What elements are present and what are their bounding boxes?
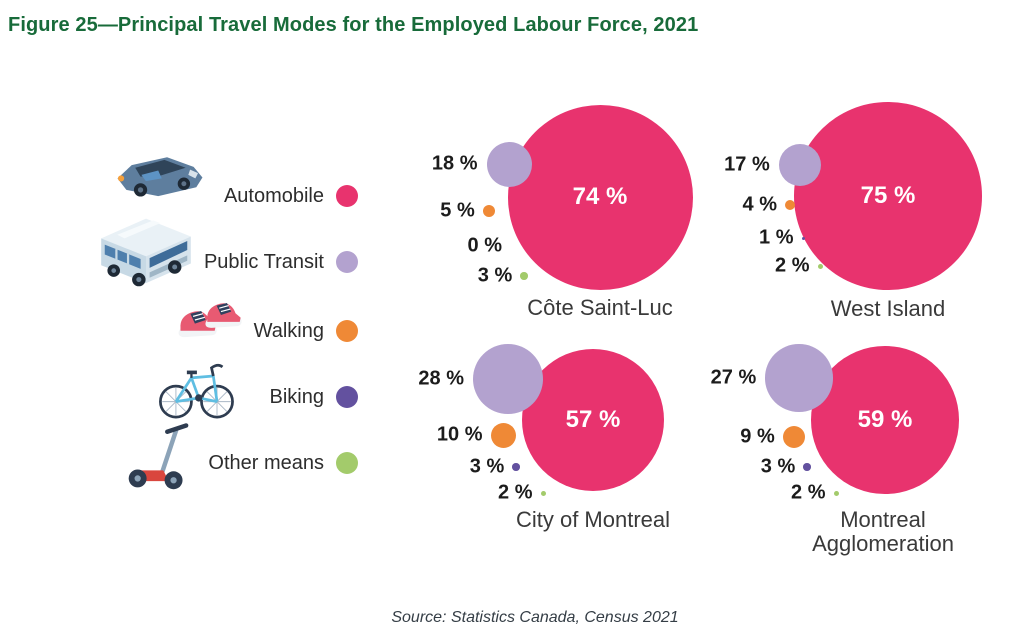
pct-label-other-means: 3 % bbox=[477, 264, 513, 287]
legend-dot bbox=[336, 251, 358, 273]
dot-walking bbox=[482, 204, 496, 218]
legend-item-label: Other means bbox=[208, 452, 324, 474]
legend-item-label: Walking bbox=[253, 320, 324, 342]
bicycle-icon bbox=[159, 363, 234, 419]
scooter-icon bbox=[128, 423, 189, 490]
dot-other-means bbox=[817, 263, 823, 269]
legend-item-label: Automobile bbox=[223, 185, 324, 207]
pct-label-biking: 3 % bbox=[469, 455, 505, 478]
pct-label-public-transit: 18 % bbox=[431, 152, 478, 175]
legend-dot bbox=[336, 185, 358, 207]
dot-biking bbox=[803, 463, 811, 471]
legend-item-label: Public Transit bbox=[203, 251, 324, 273]
region-label: Côte Saint-Luc bbox=[527, 295, 673, 320]
sneakers-icon bbox=[178, 302, 243, 338]
dot-walking bbox=[782, 425, 806, 449]
dot-walking bbox=[490, 422, 516, 448]
bubble-value-label: 74 % bbox=[572, 183, 628, 210]
legend-item-label: Biking bbox=[269, 386, 324, 408]
pct-label-walking: 9 % bbox=[740, 425, 775, 448]
bubble-automobile: 74 % bbox=[507, 104, 693, 290]
pct-label-walking: 4 % bbox=[742, 193, 777, 216]
car-icon bbox=[117, 157, 203, 197]
pct-label-other-means: 2 % bbox=[775, 254, 810, 277]
pct-label-other-means: 2 % bbox=[498, 481, 533, 504]
bus-icon bbox=[101, 218, 191, 287]
dot-biking bbox=[801, 236, 805, 240]
pct-label-biking: 3 % bbox=[760, 455, 796, 478]
bubble-public-transit bbox=[473, 344, 543, 414]
dot-walking bbox=[785, 200, 795, 210]
region-label: City of Montreal bbox=[515, 507, 671, 532]
pct-label-public-transit: 28 % bbox=[418, 367, 464, 390]
legend-dot bbox=[336, 452, 358, 474]
pct-label-public-transit: 27 % bbox=[710, 366, 757, 389]
bubble-value-label: 75 % bbox=[860, 182, 916, 209]
bubble-automobile: 75 % bbox=[794, 102, 982, 290]
bubble-value-label: 57 % bbox=[565, 406, 621, 433]
pct-label-walking: 10 % bbox=[436, 423, 483, 446]
figure-title: Figure 25—Principal Travel Modes for the… bbox=[8, 14, 699, 36]
region-label: West Island bbox=[830, 296, 946, 321]
pct-label-walking: 5 % bbox=[440, 199, 475, 222]
bubble-automobile: 57 % bbox=[521, 348, 665, 492]
bubble-public-transit bbox=[765, 344, 833, 412]
legend-dot bbox=[336, 386, 358, 408]
pct-label-other-means: 2 % bbox=[791, 481, 826, 504]
pct-label-biking: 0 % bbox=[467, 234, 502, 257]
bubble-public-transit bbox=[486, 141, 532, 187]
dot-other-means bbox=[540, 490, 546, 496]
bubble-public-transit bbox=[778, 143, 822, 187]
bubble-automobile: 59 % bbox=[811, 346, 959, 494]
region-label: Montreal Agglomeration bbox=[812, 507, 954, 556]
bubble-value-label: 59 % bbox=[857, 406, 913, 433]
dot-other-means bbox=[833, 490, 839, 496]
pct-label-public-transit: 17 % bbox=[724, 153, 770, 176]
dot-biking bbox=[512, 463, 520, 471]
pct-label-biking: 1 % bbox=[759, 226, 794, 249]
source-note: Source: Statistics Canada, Census 2021 bbox=[391, 609, 679, 626]
legend-dot bbox=[336, 320, 358, 342]
dot-other-means bbox=[520, 272, 528, 280]
